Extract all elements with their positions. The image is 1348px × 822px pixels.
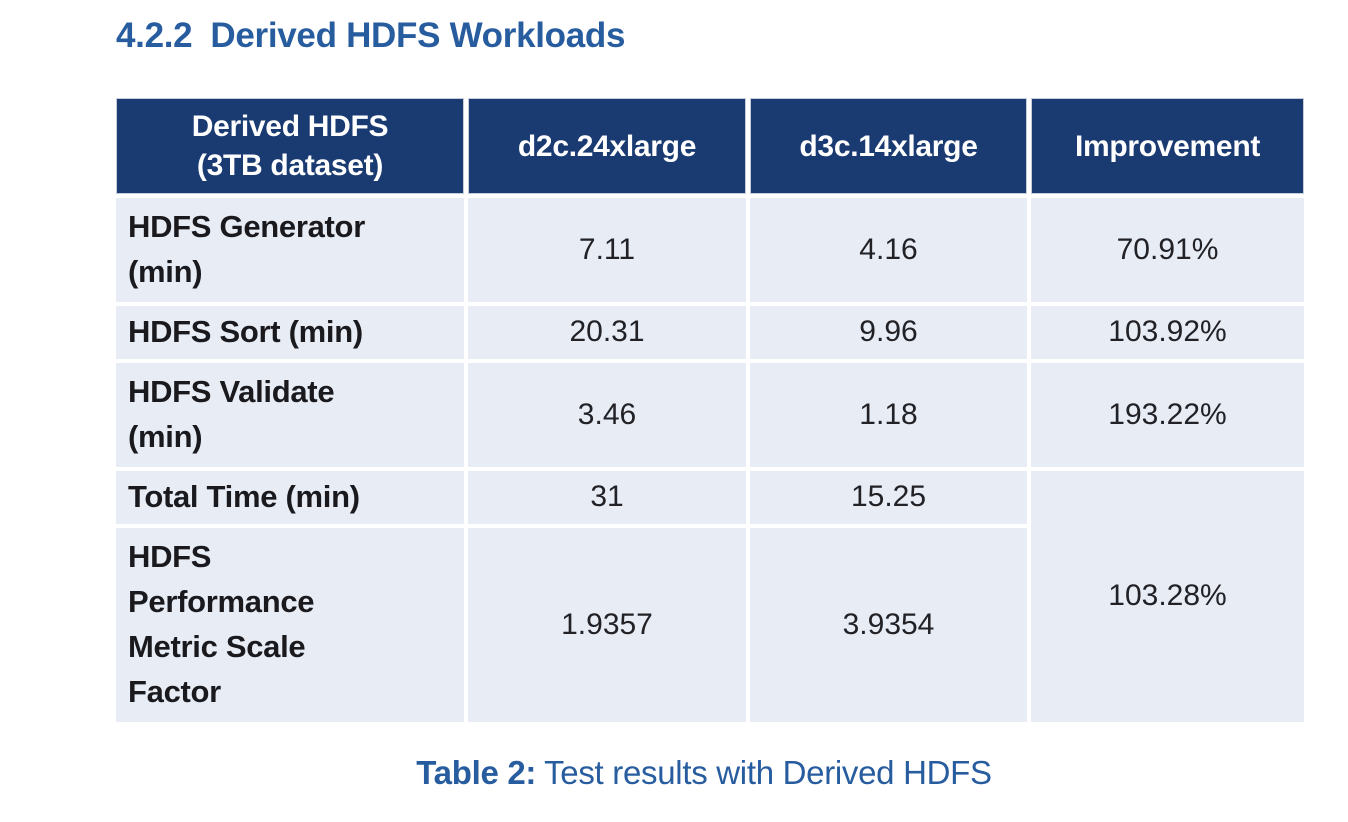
row-label-line: HDFS Validate (128, 374, 335, 409)
row-label: HDFS Sort (min) (116, 306, 464, 359)
document-section: 4.2.2 Derived HDFS Workloads Derived HDFS… (116, 12, 1304, 792)
results-table: Derived HDFS (3TB dataset) d2c.24xlarge … (112, 94, 1308, 726)
cell-d2c-value: 31 (468, 470, 746, 524)
row-label-line: Metric Scale (128, 628, 306, 664)
cell-d3c-value: 9.96 (750, 306, 1027, 359)
cell-improvement-value: 103.92% (1031, 306, 1304, 359)
col-header-derived-hdfs-line2: (3TB dataset) (196, 149, 384, 182)
cell-d2c-value: 3.46 (468, 362, 746, 467)
row-label-line: Factor (128, 673, 221, 709)
table-row-hdfs-generator: HDFS Generator (min) 7.11 4.16 70.91% (116, 198, 1304, 302)
table-caption: Table 2: Test results with Derived HDFS (116, 754, 1292, 792)
table-caption-label: Table 2: (416, 753, 537, 791)
row-label-line: HDFS Sort (min) (128, 314, 363, 349)
col-header-derived-hdfs: Derived HDFS (3TB dataset) (116, 98, 464, 194)
table-row-hdfs-performance-metric: HDFS Performance Metric Scale Factor 1.9… (116, 527, 1304, 722)
header-row: Derived HDFS (3TB dataset) d2c.24xlarge … (116, 98, 1304, 194)
row-label: HDFS Validate (min) (116, 362, 464, 467)
row-label-line: HDFS Generator (128, 209, 365, 245)
section-title: Derived HDFS Workloads (210, 16, 626, 55)
cell-improvement-value: 70.91% (1031, 198, 1304, 302)
table-row-total-time: Total Time (min) 31 15.25 103.28% (116, 470, 1304, 722)
col-header-derived-hdfs-line1: Derived HDFS (191, 110, 389, 143)
row-label-line: (min) (128, 418, 203, 454)
cell-improvement-value: 193.22% (1031, 362, 1304, 467)
table-caption-text: Test results with Derived HDFS (544, 753, 992, 791)
cell-d3c-value: 4.16 (750, 198, 1027, 302)
row-label-line: (min) (128, 254, 203, 289)
row-label: HDFS Generator (min) (116, 198, 464, 302)
col-header-improvement: Improvement (1031, 98, 1304, 194)
table-row-hdfs-sort: HDFS Sort (min) 20.31 9.96 103.92% (116, 306, 1304, 359)
table-row-hdfs-validate: HDFS Validate (min) 3.46 1.18 193.22% (116, 362, 1304, 467)
cell-d3c-value: 3.9354 (750, 527, 1027, 722)
row-label: Total Time (min) (116, 470, 464, 524)
row-label-line: Total Time (min) (128, 478, 360, 514)
cell-improvement-merged: 103.28% (1031, 470, 1304, 722)
cell-d3c-value: 1.18 (750, 362, 1027, 467)
row-label: HDFS Performance Metric Scale Factor (116, 527, 464, 722)
cell-d2c-value: 20.31 (468, 306, 746, 359)
cell-d2c-value: 1.9357 (468, 527, 746, 722)
cell-d3c-value: 15.25 (750, 470, 1027, 524)
col-header-d2c-24xlarge: d2c.24xlarge (468, 98, 746, 194)
section-heading: 4.2.2 Derived HDFS Workloads (116, 16, 1292, 56)
row-label-line: Performance (128, 583, 315, 619)
cell-d2c-value: 7.11 (468, 198, 746, 302)
row-label-line: HDFS (128, 539, 212, 574)
col-header-d3c-14xlarge: d3c.14xlarge (750, 98, 1027, 194)
section-number: 4.2.2 (116, 16, 193, 55)
